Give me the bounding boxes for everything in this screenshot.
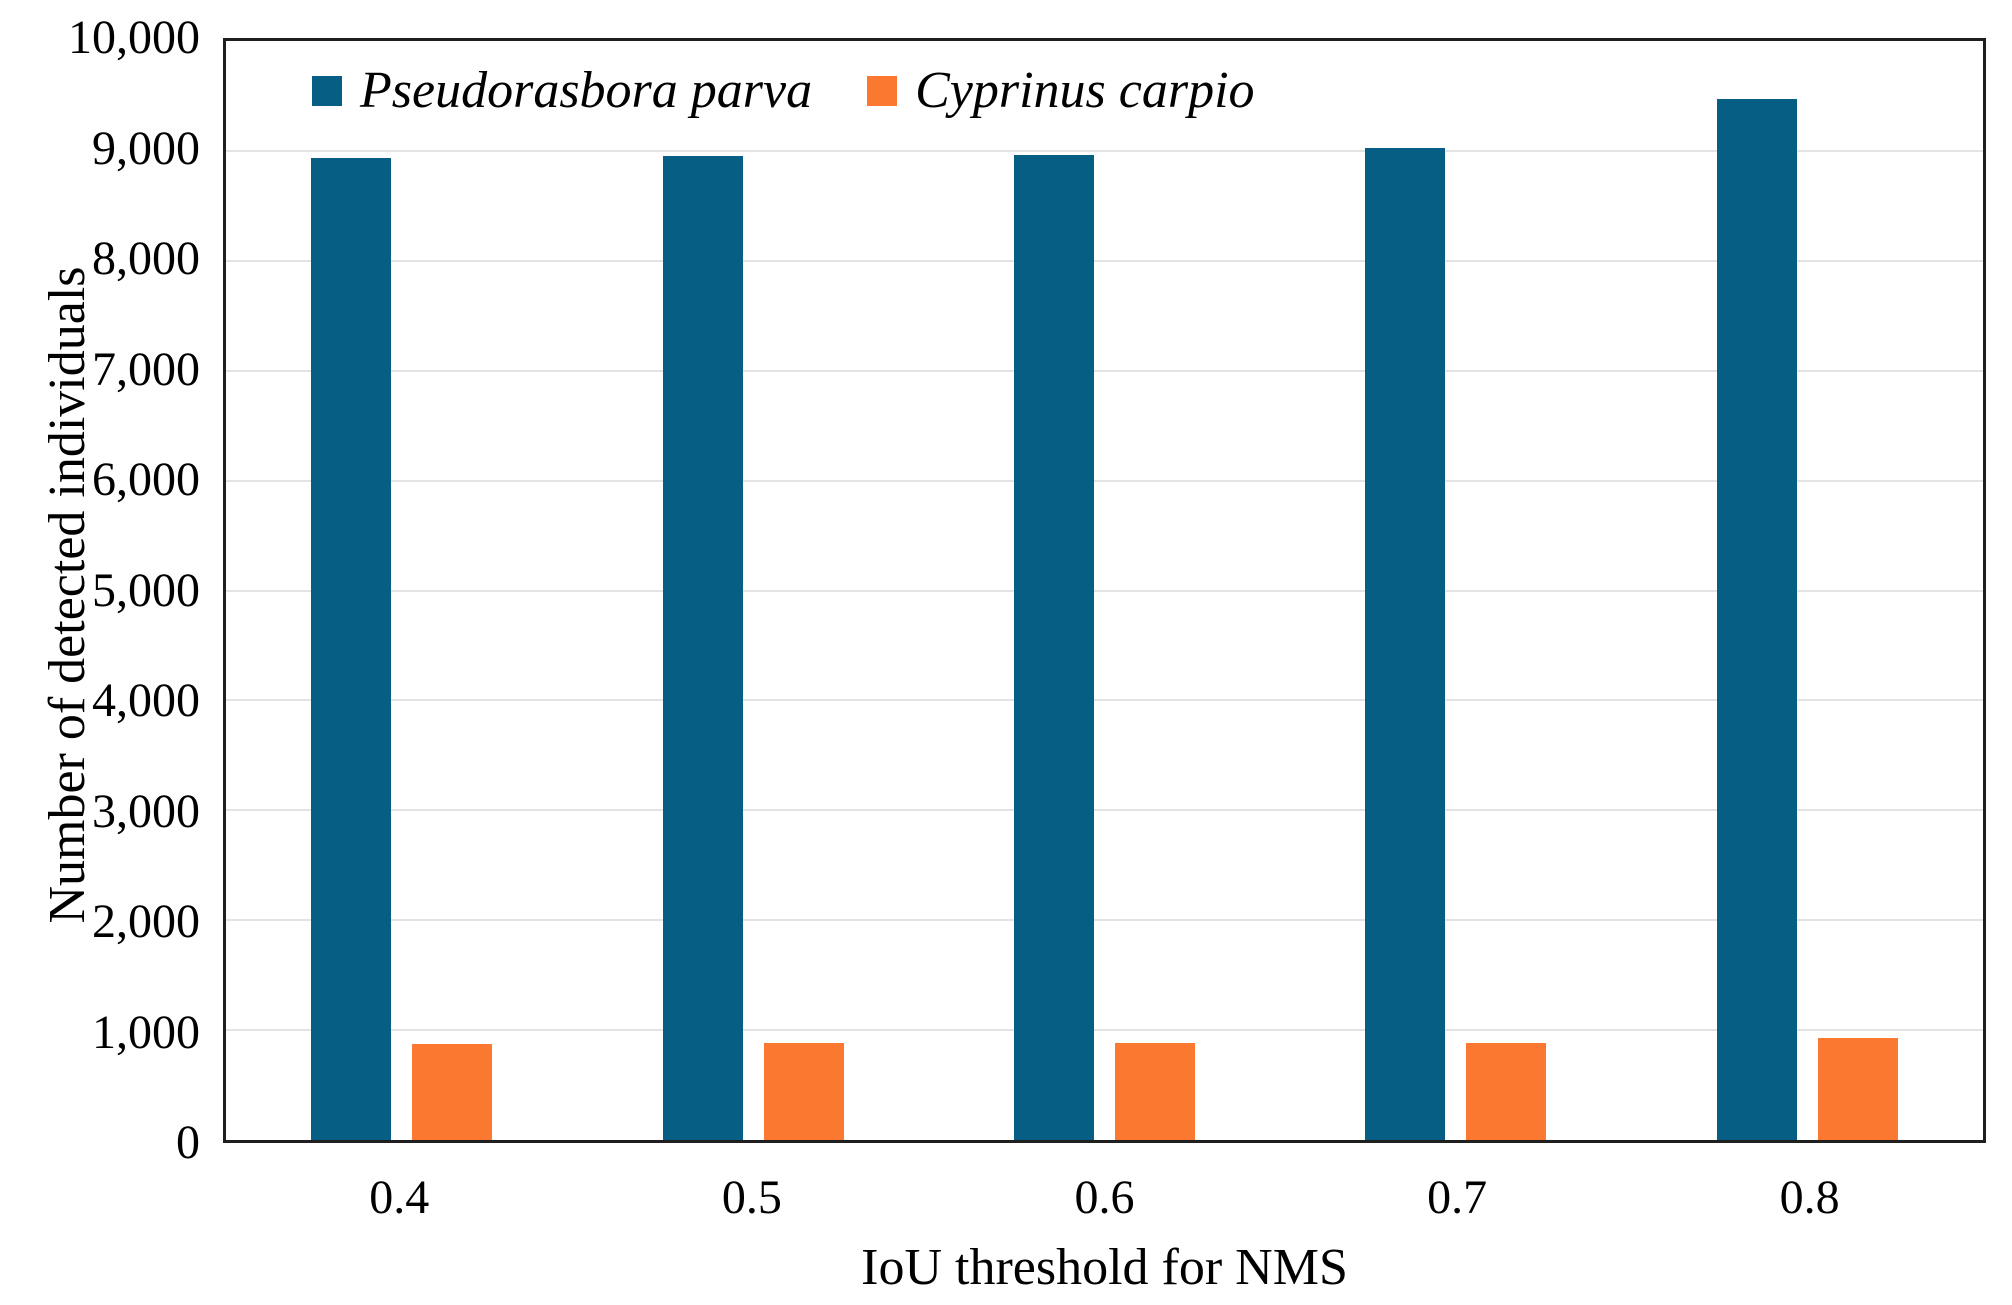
gridline-2000	[226, 919, 1983, 922]
x-tick-label-0.5: 0.5	[721, 1171, 782, 1224]
y-tick-label-4000: 4,000	[92, 674, 200, 727]
bar-cyprinus-carpio-0.8	[1817, 1037, 1898, 1140]
legend-item-pseudorasbora-parva: Pseudorasbora parva	[312, 65, 812, 117]
x-tick-label-0.4: 0.4	[369, 1171, 430, 1224]
legend-label-series-2: Cyprinus carpio	[915, 62, 1255, 119]
y-tick-label-0: 0	[176, 1116, 200, 1169]
x-axis-title: IoU threshold for NMS	[861, 1239, 1348, 1296]
x-tick-label-0.6: 0.6	[1074, 1171, 1135, 1224]
bar-pseudorasbora-parva-0.5	[662, 156, 743, 1140]
y-tick-label-9000: 9,000	[92, 121, 200, 175]
gridline-9000	[226, 149, 1983, 152]
y-tick-label-1000: 1,000	[92, 1005, 200, 1059]
bar-pseudorasbora-parva-0.8	[1716, 99, 1797, 1140]
legend: Pseudorasbora parva Cyprinus carpio	[312, 65, 1255, 117]
bar-groups	[226, 41, 1983, 1140]
gridline-4000	[226, 699, 1983, 702]
bar-pseudorasbora-parva-0.6	[1014, 155, 1095, 1140]
gridline-6000	[226, 479, 1983, 482]
gridline-1000	[226, 1029, 1983, 1032]
gridline-3000	[226, 809, 1983, 812]
bar-group-0.4	[226, 41, 577, 1140]
y-tick-label-2000: 2,000	[92, 895, 200, 948]
y-tick-label-8000: 8,000	[92, 232, 200, 285]
x-tick-label-0.7: 0.7	[1427, 1171, 1488, 1224]
bar-pseudorasbora-parva-0.7	[1365, 147, 1446, 1140]
y-tick-label-7000: 7,000	[92, 342, 200, 396]
plot-area: Pseudorasbora parva Cyprinus carpio	[223, 38, 1986, 1143]
legend-swatch-series-2-icon	[867, 76, 898, 106]
bar-group-0.7	[1280, 41, 1631, 1140]
bar-pseudorasbora-parva-0.4	[311, 157, 392, 1140]
legend-item-cyprinus-carpio: Cyprinus carpio	[867, 62, 1255, 119]
legend-swatch-series-1-icon	[312, 76, 342, 106]
legend-label-series-1: Pseudorasbora parva	[360, 62, 813, 119]
bar-group-0.6	[929, 41, 1280, 1140]
bar-group-0.5	[577, 41, 928, 1140]
y-tick-label-3000: 3,000	[92, 784, 200, 838]
x-axis-tick-labels: 0.4 0.5 0.6 0.7 0.8	[223, 1168, 1986, 1228]
y-tick-label-6000: 6,000	[92, 453, 200, 506]
bar-cyprinus-carpio-0.7	[1466, 1042, 1547, 1140]
gridline-7000	[226, 369, 1983, 372]
bar-group-0.8	[1632, 41, 1983, 1140]
bar-cyprinus-carpio-0.4	[412, 1043, 493, 1140]
gridline-8000	[226, 259, 1983, 262]
bar-cyprinus-carpio-0.6	[1115, 1043, 1196, 1140]
y-tick-label-10000: 10,000	[68, 11, 200, 64]
gridline-5000	[226, 589, 1983, 592]
y-tick-label-5000: 5,000	[92, 563, 200, 617]
x-tick-label-0.8: 0.8	[1779, 1171, 1840, 1224]
bar-cyprinus-carpio-0.5	[763, 1043, 844, 1140]
